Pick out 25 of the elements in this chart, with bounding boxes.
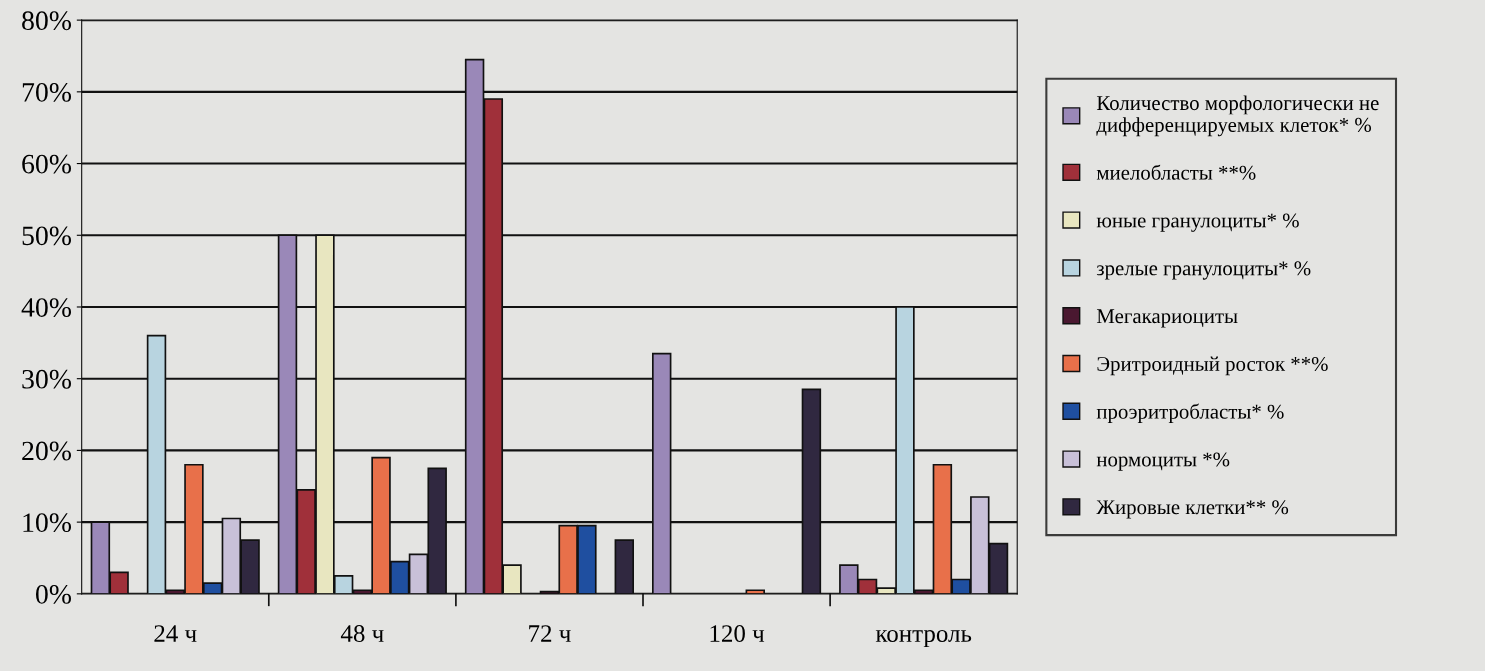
x-tick-label: 72 ч — [529, 625, 571, 642]
legend-label: Эритроидный росток **% — [1097, 356, 1328, 376]
y-tick-label: 70% — [22, 83, 72, 102]
y-tick-label: 20% — [22, 441, 72, 461]
legend-label: Жировые клетки** % — [1096, 500, 1289, 519]
legend-label: миелобласты **% — [1096, 164, 1256, 180]
y-tick-label: 60% — [22, 154, 72, 174]
legend-label: юные гранулоциты* % — [1096, 213, 1299, 232]
x-tick-label: 48 ч — [340, 625, 384, 642]
y-tick-label: 0% — [35, 585, 72, 604]
x-tick-label: 120 ч — [710, 625, 765, 642]
legend-label: нормоциты *% — [1096, 452, 1230, 471]
legend-label: проэритробласты* % — [1096, 403, 1284, 423]
x-tick-label: 24 ч — [154, 625, 197, 642]
x-tick-label: контроль — [875, 629, 972, 648]
y-tick-label: 10% — [23, 513, 72, 533]
y-tick-label: 30% — [22, 369, 72, 389]
y-tick-label: 50% — [22, 226, 72, 246]
y-tick-label: 40% — [21, 298, 72, 317]
legend-label: Количество морфологически не дифференцируемых клеток* % — [1096, 95, 1379, 137]
y-tick-label: 80% — [22, 11, 72, 31]
bar — [614, 539, 635, 594]
bar — [745, 589, 765, 594]
legend-label: зрелые гранулоциты* % — [1096, 261, 1311, 280]
legend-label: Мегакариоциты — [1096, 309, 1238, 328]
